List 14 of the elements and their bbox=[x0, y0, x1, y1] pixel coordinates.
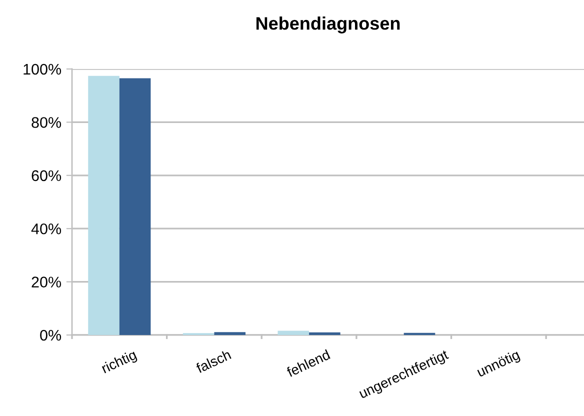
y-tick-label: 60% bbox=[32, 170, 62, 182]
bar bbox=[88, 76, 120, 335]
y-tick-label: 40% bbox=[31, 223, 62, 234]
y-tick-label: 20% bbox=[32, 276, 62, 288]
y-tick-label: 80% bbox=[32, 117, 62, 128]
bar bbox=[309, 332, 340, 335]
x-tick-label: richtig bbox=[100, 349, 138, 376]
bar bbox=[214, 332, 246, 335]
bar bbox=[119, 78, 151, 335]
y-tick-label: 0% bbox=[40, 330, 62, 341]
bar bbox=[278, 330, 310, 335]
x-tick-label: falsch bbox=[195, 349, 232, 374]
y-tick-label: 100% bbox=[24, 64, 62, 75]
chart-title: Nebendiagnosen bbox=[256, 16, 400, 34]
